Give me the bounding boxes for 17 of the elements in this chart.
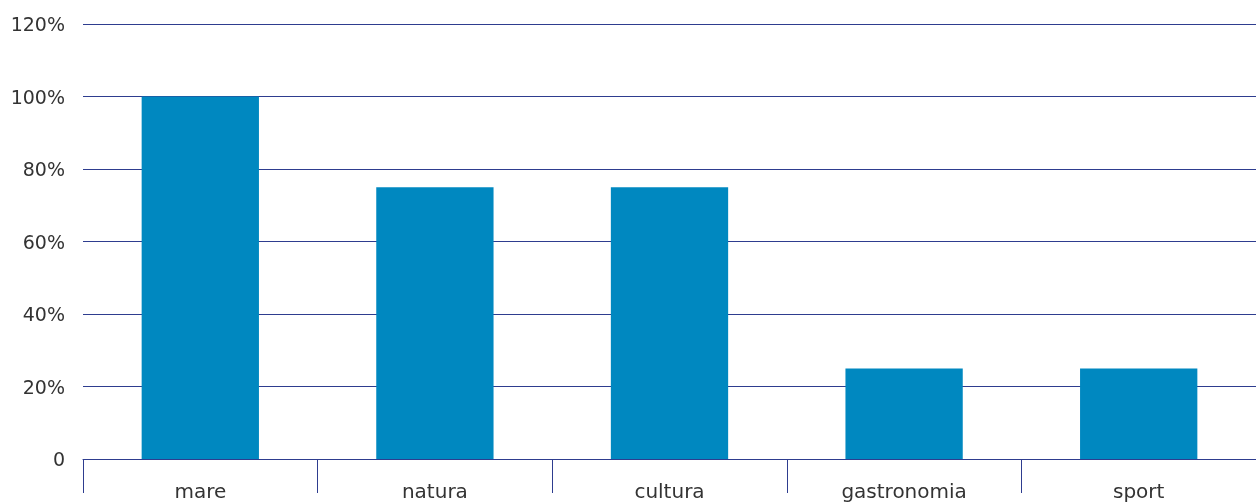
x-tick-label: cultura <box>634 479 705 502</box>
y-tick-label: 120% <box>10 13 65 35</box>
y-tick-label: 0 <box>52 448 65 470</box>
y-tick-label: 20% <box>22 375 65 398</box>
bar <box>376 187 494 459</box>
bar <box>845 368 963 459</box>
x-tick-label: mare <box>174 479 227 502</box>
y-tick-label: 80% <box>22 158 65 180</box>
x-tick-label: natura <box>401 479 468 502</box>
bar <box>610 187 729 459</box>
y-tick-label: 100% <box>10 85 65 108</box>
x-tick-label: sport <box>1112 479 1165 502</box>
y-tick-label: 60% <box>22 230 65 253</box>
bar <box>141 96 259 459</box>
bar <box>1080 368 1198 459</box>
y-tick-label: 40% <box>22 303 65 325</box>
x-tick-label: gastronomia <box>841 479 967 502</box>
